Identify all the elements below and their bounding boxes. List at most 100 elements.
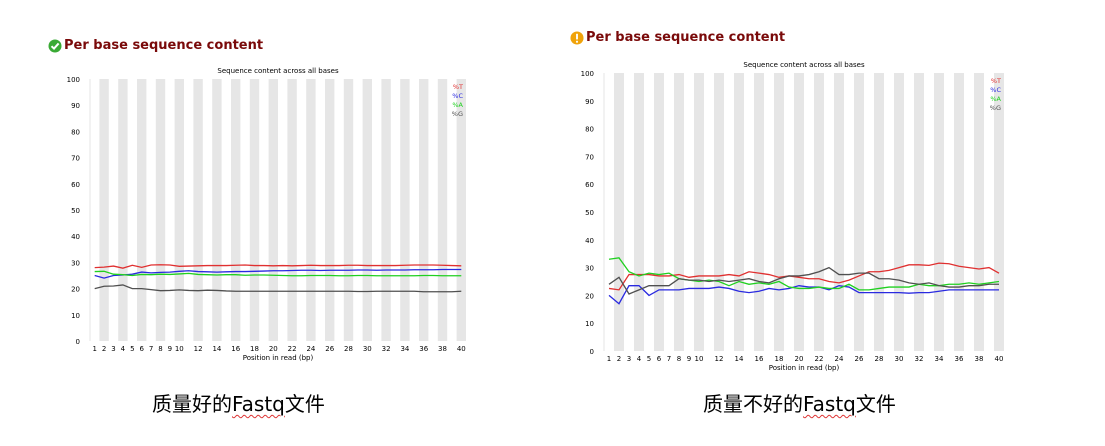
x-tick-label: 14	[212, 345, 221, 353]
panel-heading: Per base sequence content	[48, 38, 263, 53]
y-tick-label: 100	[67, 76, 80, 84]
caption-suffix: 文件	[284, 392, 325, 416]
series-line-c	[608, 285, 999, 305]
y-tick-label: 30	[71, 259, 80, 267]
y-tick-label: 40	[71, 233, 80, 241]
x-tick-label: 16	[231, 345, 240, 353]
sequence-content-chart-good: Sequence content across all bases 0 10 20 30…	[67, 67, 466, 362]
x-tick-label: 36	[955, 355, 964, 363]
legend-entry: %G	[452, 110, 463, 118]
column-stripe	[174, 79, 184, 341]
column-stripe	[874, 73, 884, 351]
column-stripe	[994, 73, 1004, 351]
x-tick-label: 38	[438, 345, 447, 353]
x-tick-label: 40	[457, 345, 466, 353]
y-tick-label: 60	[585, 181, 594, 189]
sequence-content-chart-bad: Sequence content across all bases 0 10 20 30…	[581, 61, 1004, 372]
x-tick-label: 1	[92, 345, 96, 353]
y-tick-label: 40	[585, 237, 594, 245]
column-stripe	[634, 73, 644, 351]
panel-heading-text: Per base sequence content	[586, 30, 786, 45]
column-stripe	[794, 73, 804, 351]
legend-entry: %C	[452, 92, 463, 100]
x-tick-label: 5	[130, 345, 134, 353]
column-stripe	[734, 73, 744, 351]
x-tick-label: 3	[111, 345, 115, 353]
caption-bad: 质量不好的Fastq文件	[703, 388, 896, 417]
caption-good: 质量好的Fastq文件	[152, 388, 325, 417]
y-tick-label: 70	[71, 155, 80, 163]
x-tick-label: 12	[715, 355, 724, 363]
x-tick-label: 28	[875, 355, 884, 363]
chart-panel-bad: Per base sequence content Sequence conte…	[562, 30, 1022, 420]
x-tick-label: 38	[975, 355, 984, 363]
x-tick-label: 24	[306, 345, 315, 353]
x-tick-label: 10	[175, 345, 184, 353]
legend-entry: %T	[991, 77, 1001, 85]
x-tick-label: 28	[344, 345, 353, 353]
series-line-t	[94, 264, 462, 269]
x-tick-label: 8	[158, 345, 162, 353]
x-tick-label: 36	[419, 345, 428, 353]
x-tick-label: 4	[637, 355, 642, 363]
column-stripe	[362, 79, 372, 341]
column-stripe	[614, 73, 624, 351]
y-tick-label: 0	[76, 338, 80, 346]
column-stripe	[894, 73, 904, 351]
column-stripe	[914, 73, 924, 351]
column-stripe	[268, 79, 278, 341]
chart-panel-good: Per base sequence content Sequence conte…	[40, 38, 480, 418]
column-stripe	[343, 79, 354, 341]
column-stripe	[419, 79, 429, 341]
x-tick-label: 32	[915, 355, 924, 363]
series-line-c	[94, 268, 462, 279]
x-tick-label: 4	[121, 345, 126, 353]
x-tick-label: 10	[695, 355, 704, 363]
column-stripe	[287, 79, 297, 341]
warning-icon	[570, 30, 584, 45]
x-tick-label: 34	[935, 355, 944, 363]
column-stripe	[231, 79, 241, 341]
y-tick-label: 10	[585, 320, 594, 328]
x-tick-label: 16	[755, 355, 764, 363]
column-stripe	[155, 79, 166, 341]
x-tick-label: 2	[102, 345, 106, 353]
x-tick-label: 7	[667, 355, 671, 363]
x-tick-label: 20	[795, 355, 804, 363]
y-tick-label: 80	[585, 126, 594, 134]
x-tick-label: 18	[250, 345, 259, 353]
y-tick-label: 80	[71, 128, 80, 136]
x-tick-label: 1	[607, 355, 611, 363]
column-stripe	[249, 79, 260, 341]
legend-entry: %A	[990, 95, 1001, 103]
series-line-a	[608, 257, 1000, 291]
chart-title: Sequence content across all bases	[743, 61, 865, 69]
caption-suffix: 文件	[855, 392, 896, 416]
x-tick-label: 20	[269, 345, 278, 353]
legend-entry: %A	[452, 101, 463, 109]
x-tick-label: 8	[677, 355, 681, 363]
chart-title: Sequence content across all bases	[217, 67, 339, 75]
column-stripe	[974, 73, 984, 351]
x-tick-label: 26	[855, 355, 864, 363]
y-tick-label: 50	[71, 207, 80, 215]
column-stripe	[654, 73, 664, 351]
caption-underlined: Fastq	[803, 392, 856, 416]
x-tick-label: 3	[627, 355, 631, 363]
x-tick-label: 30	[895, 355, 904, 363]
column-stripe	[854, 73, 864, 351]
x-tick-label: 7	[149, 345, 153, 353]
panel-heading-text: Per base sequence content	[64, 38, 264, 53]
column-stripe	[814, 73, 824, 351]
x-axis-label: Position in read (bp)	[769, 364, 840, 372]
column-stripe	[456, 79, 466, 341]
x-axis-label: Position in read (bp)	[243, 354, 314, 362]
y-tick-label: 30	[585, 265, 594, 273]
column-stripe	[381, 79, 391, 341]
y-tick-label: 100	[581, 70, 594, 78]
series-line-a	[94, 270, 462, 277]
check-icon	[48, 39, 62, 52]
column-stripe	[99, 79, 109, 341]
legend-entry: %G	[990, 104, 1001, 112]
x-tick-label: 22	[288, 345, 297, 353]
